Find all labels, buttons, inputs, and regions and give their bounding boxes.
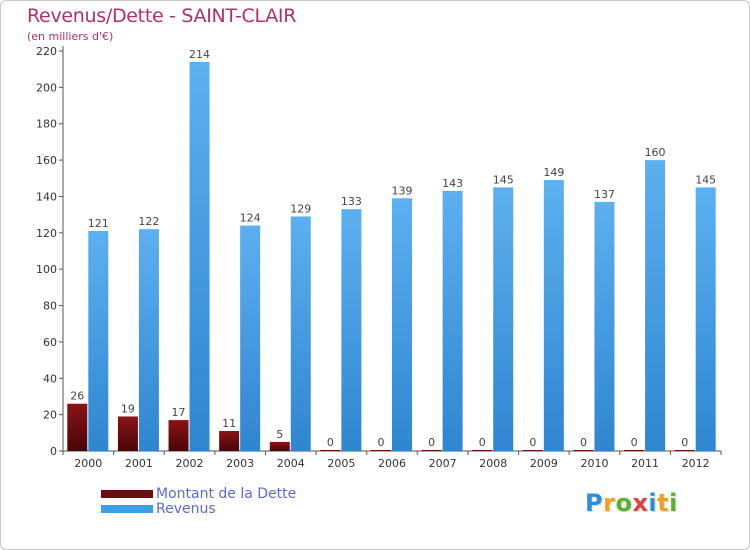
- x-tick-label: 2004: [277, 457, 305, 470]
- value-label-revenus: 139: [392, 184, 413, 197]
- value-label-revenus: 133: [341, 195, 362, 208]
- x-tick-label: 2003: [226, 457, 254, 470]
- y-tick-label: 20: [43, 409, 57, 422]
- bar-revenus: [645, 160, 666, 451]
- x-tick-label: 2008: [479, 457, 507, 470]
- x-axis: 2000 2001 2002 2003 2004 2005 2006 2007 2008 2009…: [62, 450, 722, 470]
- value-label-dette: 5: [276, 428, 283, 441]
- bar-dette: [421, 450, 442, 451]
- y-tick-label: 200: [36, 81, 57, 94]
- chart-subtitle: (en milliers d'€): [27, 30, 114, 43]
- y-tick-label: 0: [50, 445, 57, 458]
- y-tick-label: 40: [43, 372, 57, 385]
- value-label-revenus: 143: [442, 177, 463, 190]
- proxiti-logo: Proxiti: [585, 489, 678, 517]
- value-label-dette: 0: [327, 436, 334, 449]
- bar-revenus: [493, 187, 514, 451]
- value-label-dette: 17: [172, 406, 186, 419]
- logo-letter: o: [615, 489, 633, 517]
- value-labels: 26 121 19 122 17 214 11 124 5 129 0 133 0 139 0 143 0 145…: [70, 48, 716, 449]
- bar-revenus: [442, 191, 463, 451]
- value-label-dette: 11: [222, 417, 236, 430]
- value-label-revenus: 124: [240, 212, 261, 225]
- x-tick-label: 2000: [74, 457, 102, 470]
- bar-dette: [320, 450, 341, 451]
- bar-revenus: [290, 216, 311, 451]
- logo-letter: r: [603, 489, 616, 517]
- chart-title: Revenus/Dette - SAINT-CLAIR: [27, 5, 297, 27]
- legend-swatch-revenus: [101, 505, 153, 513]
- x-tick-label: 2009: [530, 457, 558, 470]
- logo-letter: i: [648, 489, 658, 517]
- value-label-dette: 0: [428, 436, 435, 449]
- bar-dette: [269, 441, 290, 451]
- bar-dette: [522, 450, 543, 451]
- legend-swatch-dette: [101, 490, 153, 498]
- y-tick-label: 220: [36, 45, 57, 58]
- bar-dette: [573, 450, 594, 451]
- y-tick-label: 140: [36, 190, 57, 203]
- bars: [67, 61, 716, 452]
- bar-dette: [371, 450, 391, 451]
- value-label-revenus: 121: [88, 217, 109, 230]
- bar-revenus: [695, 187, 716, 451]
- bar-dette: [67, 403, 88, 451]
- logo-letter: t: [657, 489, 670, 517]
- value-label-revenus: 137: [594, 188, 615, 201]
- bar-dette: [624, 450, 645, 451]
- value-label-revenus: 122: [138, 215, 159, 228]
- legend-label-dette: Montant de la Dette: [156, 486, 297, 502]
- y-axis: 0 20 40 60 80 100 120 140 160 180 200 220: [36, 45, 64, 458]
- bar-dette: [117, 416, 138, 451]
- x-tick-label: 2010: [580, 457, 608, 470]
- value-label-dette: 0: [479, 436, 486, 449]
- value-label-revenus: 214: [189, 48, 210, 61]
- x-tick-label: 2001: [125, 457, 153, 470]
- bar-revenus: [594, 201, 615, 451]
- value-label-revenus: 160: [645, 146, 666, 159]
- y-tick-label: 120: [36, 227, 57, 240]
- value-label-dette: 0: [378, 436, 385, 449]
- value-label-revenus: 145: [493, 173, 514, 186]
- bar-dette: [219, 431, 240, 451]
- value-label-revenus: 149: [543, 166, 564, 179]
- bar-revenus: [88, 231, 109, 451]
- value-label-dette: 19: [121, 402, 135, 415]
- x-tick-label: 2007: [429, 457, 457, 470]
- bar-revenus: [341, 209, 362, 451]
- value-label-revenus: 145: [695, 173, 716, 186]
- bar-dette: [674, 450, 695, 451]
- y-tick-label: 160: [36, 154, 57, 167]
- value-label-dette: 26: [70, 390, 84, 403]
- value-label-dette: 0: [681, 436, 688, 449]
- value-label-dette: 0: [580, 436, 587, 449]
- bar-dette: [472, 450, 493, 451]
- legend-label-revenus: Revenus: [156, 501, 216, 517]
- value-label-dette: 0: [631, 436, 638, 449]
- logo-letter: x: [632, 489, 649, 517]
- bar-revenus: [240, 225, 261, 451]
- logo-letter: i: [669, 489, 678, 517]
- x-tick-label: 2006: [378, 457, 406, 470]
- x-tick-label: 2002: [176, 457, 204, 470]
- bar-revenus: [189, 61, 210, 452]
- y-tick-label: 180: [36, 118, 57, 131]
- value-label-revenus: 129: [290, 202, 311, 215]
- x-tick-label: 2011: [631, 457, 659, 470]
- y-tick-label: 100: [36, 263, 57, 276]
- bar-revenus: [138, 229, 159, 451]
- value-label-dette: 0: [529, 436, 536, 449]
- bar-revenus: [392, 198, 412, 451]
- logo-letter: P: [585, 489, 604, 517]
- bar-revenus: [543, 180, 564, 451]
- x-tick-label: 2005: [327, 457, 355, 470]
- y-tick-label: 80: [43, 300, 57, 313]
- y-tick-label: 60: [43, 336, 57, 349]
- x-tick-label: 2012: [682, 457, 710, 470]
- bar-dette: [168, 420, 189, 451]
